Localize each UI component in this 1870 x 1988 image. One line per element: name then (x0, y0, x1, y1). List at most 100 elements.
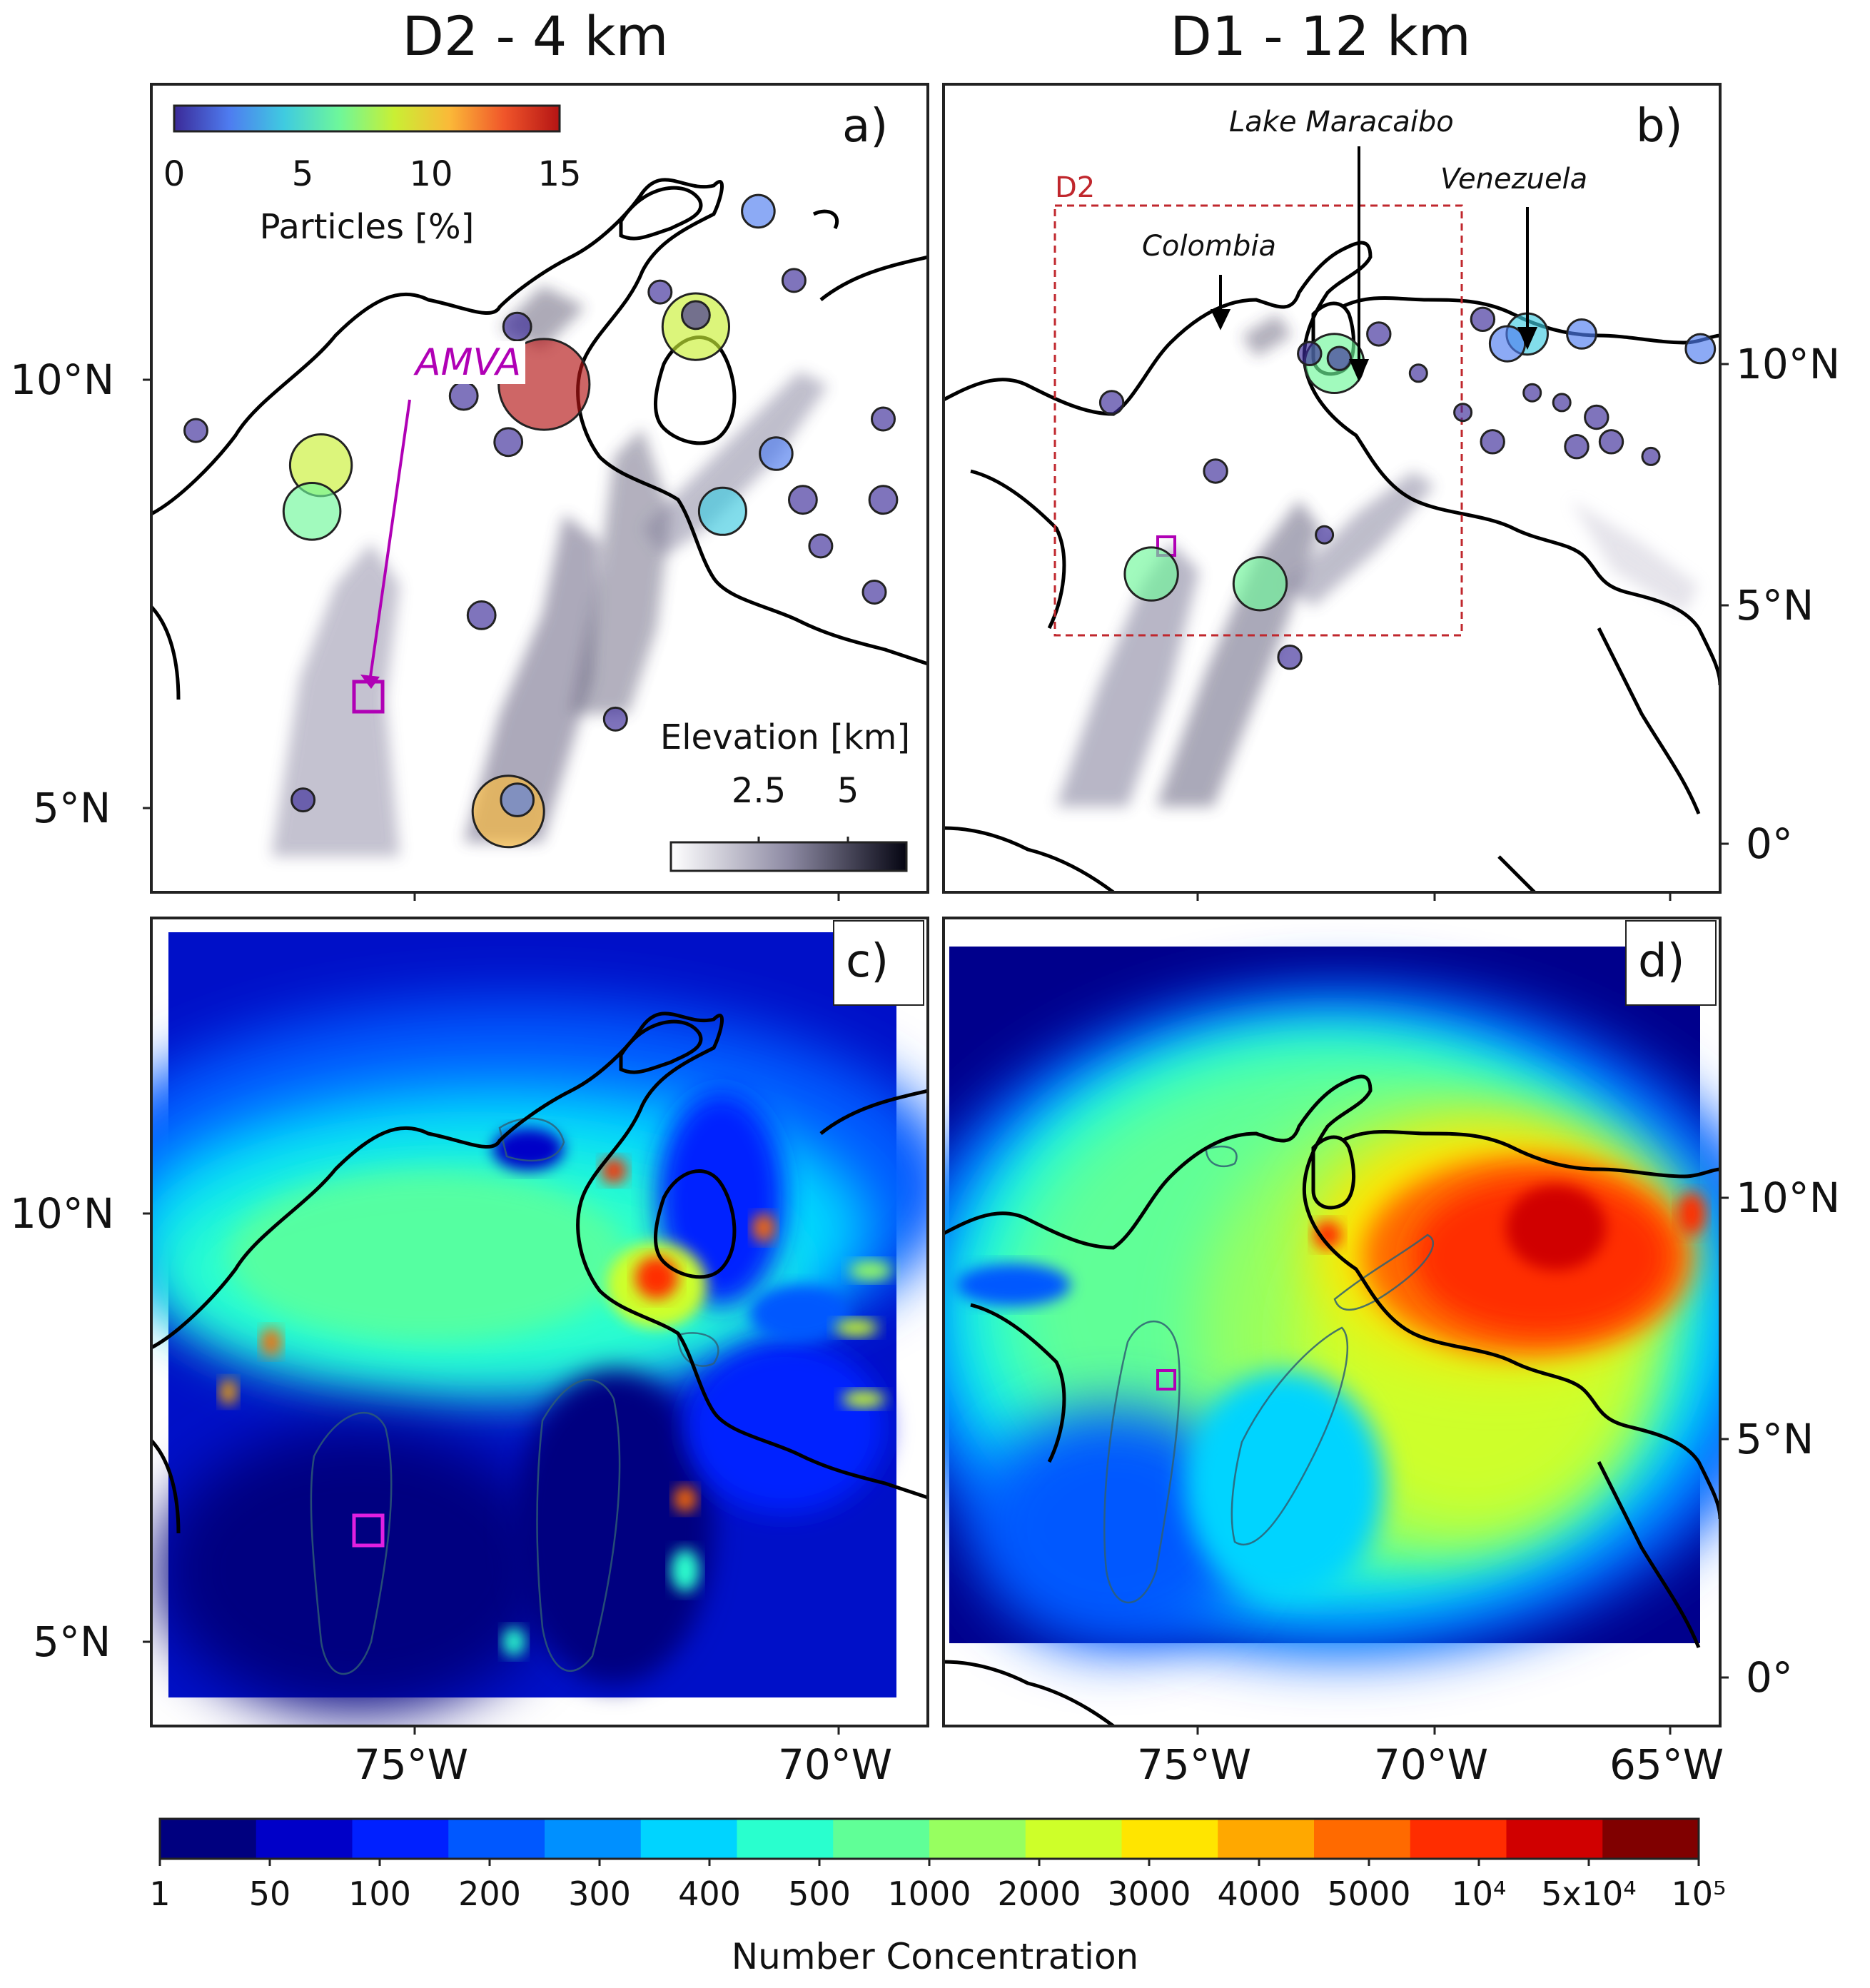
lon-label-d-70w: 70°W (1374, 1740, 1489, 1789)
amva-box-d (1156, 1369, 1176, 1391)
colombia-label: Colombia (1142, 230, 1276, 263)
lon-label-d-65w: 65°W (1609, 1740, 1724, 1789)
particle-site-marker (448, 380, 479, 411)
particle-site-marker (1564, 434, 1590, 460)
particle-site-marker (741, 193, 776, 229)
lon-label-c-70w: 70°W (778, 1740, 893, 1789)
particle-site-marker (1203, 458, 1228, 484)
colorbar-segment (833, 1819, 930, 1859)
particle-site-marker (1522, 383, 1542, 403)
coastline-c (151, 1011, 928, 1534)
number-concentration-colorbar (158, 1817, 1700, 1866)
lat-label-a-10n: 10°N (10, 355, 115, 404)
colorbar-tick-label: 100 (348, 1875, 411, 1913)
colorbar-tick-label: 5000 (1327, 1875, 1411, 1913)
particle-site-marker (1098, 390, 1125, 415)
panel-c (151, 932, 928, 1713)
colorbar-tick-label: 1 (149, 1875, 171, 1913)
particle-site-marker (290, 787, 316, 813)
title-d2: D2 - 4 km (402, 4, 669, 68)
particle-site-marker (788, 485, 818, 515)
colorbar-segment (448, 1819, 545, 1859)
particles-tick-10: 10 (409, 154, 453, 194)
colorbar-tick-label: 2000 (997, 1875, 1081, 1913)
lat-label-b-0: 0° (1746, 819, 1793, 868)
particle-site-marker (183, 418, 208, 443)
contours-c (310, 1117, 719, 1675)
colorbar-tick-label: 400 (678, 1875, 741, 1913)
colorbar-tick-label: 50 (248, 1875, 291, 1913)
colorbar-tick-label: 4000 (1217, 1875, 1301, 1913)
coastline-d (944, 1074, 1720, 1726)
lon-label-d-75w: 75°W (1137, 1740, 1252, 1789)
particle-site-marker (1480, 429, 1505, 455)
particle-site-marker (500, 782, 535, 817)
particle-site-marker (1315, 525, 1335, 545)
lat-label-c-5n: 5°N (33, 1618, 111, 1666)
particle-sites-b (1098, 306, 1717, 670)
lat-label-b-10n: 10°N (1736, 340, 1841, 388)
colorbar-segment (1410, 1819, 1507, 1859)
elevation-tick-5: 5 (837, 771, 859, 811)
colorbar-segment (256, 1819, 353, 1859)
particle-site-marker (871, 406, 896, 432)
lat-label-d-5n: 5°N (1736, 1415, 1814, 1463)
particles-colorbar-label: Particles [%] (259, 207, 475, 247)
particle-site-marker (1326, 345, 1353, 371)
particle-site-marker (759, 436, 794, 471)
lat-label-b-5n: 5°N (1736, 581, 1814, 630)
lat-label-c-10n: 10°N (10, 1189, 115, 1238)
colorbar-segment (1602, 1819, 1699, 1859)
elevation-colorbar (669, 837, 908, 872)
panel-label-c: c) (846, 935, 889, 988)
panel-b-frame (942, 83, 1722, 894)
lat-label-d-0: 0° (1746, 1653, 1793, 1702)
colorbar-segment (160, 1819, 257, 1859)
colorbar-tick-label: 300 (568, 1875, 631, 1913)
lon-label-c-75w: 75°W (354, 1740, 469, 1789)
particle-site-marker (502, 311, 532, 342)
panel-label-d-box (1625, 920, 1717, 1006)
particle-site-marker (697, 486, 747, 536)
colorbar-segment (737, 1819, 834, 1859)
particles-tick-5: 5 (291, 154, 314, 194)
panel-label-c-box (833, 920, 924, 1006)
number-concentration-label: Number Concentration (731, 1936, 1139, 1977)
panel-c-frame (150, 917, 929, 1727)
elevation-tick-2-5: 2.5 (731, 771, 787, 811)
colorbar-tick-label: 5x10⁴ (1541, 1875, 1637, 1913)
particle-site-marker (1277, 645, 1303, 670)
particle-site-marker (647, 279, 673, 305)
colorbar-segment (929, 1819, 1026, 1859)
contours-d (1103, 1145, 1435, 1603)
colorbar-segment (352, 1819, 449, 1859)
colorbar-segment (640, 1819, 737, 1859)
colorbar-segment (1218, 1819, 1315, 1859)
particle-site-marker (282, 482, 342, 541)
amva-box-c (352, 1513, 385, 1548)
particle-site-marker (1684, 333, 1717, 365)
panel-label-a: a) (842, 100, 889, 153)
particle-site-marker (1232, 556, 1288, 612)
particle-site-marker (681, 300, 711, 331)
particle-site-marker (1123, 546, 1179, 602)
colorbar-tick-label: 1000 (887, 1875, 971, 1913)
particle-site-marker (781, 268, 807, 293)
colorbar-segment (1121, 1819, 1218, 1859)
colorbar-segment (545, 1819, 642, 1859)
particle-site-marker (1453, 403, 1473, 423)
axis-ticks (143, 363, 1729, 1735)
particle-site-marker (466, 600, 497, 630)
particle-site-marker (1598, 429, 1624, 455)
amva-annotation (352, 399, 411, 714)
particles-tick-15: 15 (537, 154, 582, 194)
panel-label-b: b) (1636, 100, 1683, 153)
elevation-field-a (271, 286, 828, 857)
colorbar-tick-label: 200 (458, 1875, 521, 1913)
title-d1: D1 - 12 km (1170, 4, 1471, 68)
lat-label-d-10n: 10°N (1736, 1174, 1841, 1222)
particle-site-marker (808, 533, 834, 559)
colorbar-segment (1025, 1819, 1122, 1859)
colorbar-tick-label: 3000 (1107, 1875, 1191, 1913)
